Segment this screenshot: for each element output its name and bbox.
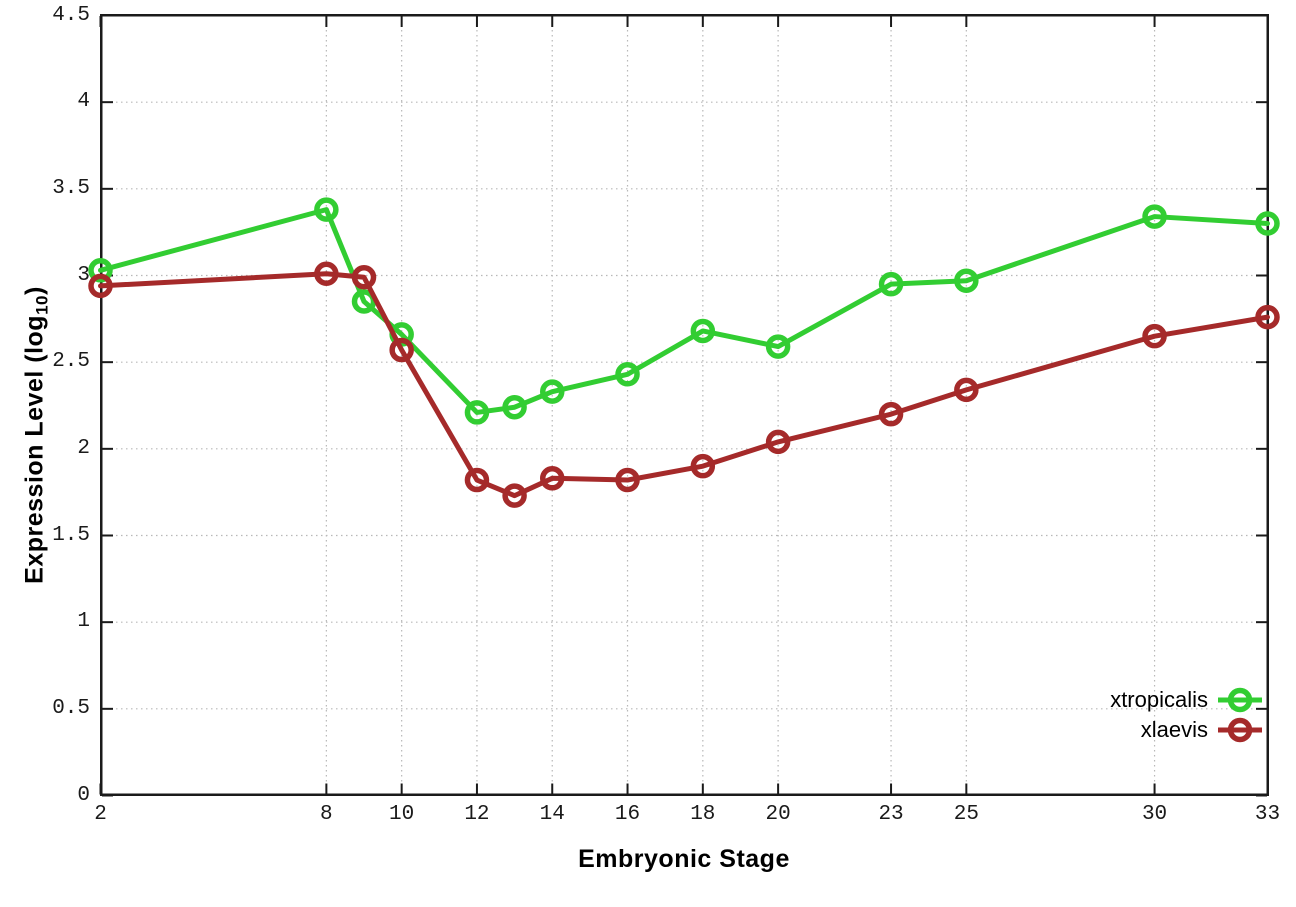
y-tick-label: 4 (77, 90, 90, 114)
data-point (1255, 211, 1280, 236)
data-point (1142, 323, 1167, 349)
legend-sample-marker (1218, 717, 1262, 743)
y-tick-label: 3.5 (52, 176, 90, 200)
plot-border (100, 14, 1269, 796)
y-axis-title-subscript: 10 (32, 294, 52, 315)
x-tick-label: 14 (539, 803, 565, 826)
chart-canvas (88, 14, 1280, 797)
series-points-xtropicalis (88, 197, 1280, 425)
data-point (502, 483, 527, 508)
legend-sample-marker (1218, 687, 1262, 713)
gridlines (101, 15, 1267, 795)
x-tick-label: 8 (320, 803, 333, 826)
y-tick-label: 2.5 (52, 350, 90, 374)
x-tick-label: 20 (765, 803, 791, 826)
series-line-xtropicalis (98, 207, 1270, 415)
data-point (1255, 304, 1280, 330)
y-axis-title: Expression Level (log10) (20, 286, 52, 584)
x-axis-title: Embryonic Stage (578, 845, 790, 873)
x-tick-label: 25 (953, 803, 979, 826)
y-tick-label: 1.5 (52, 523, 90, 547)
legend-entry-xtropicalis: xtropicalis (1110, 685, 1262, 715)
y-tick-label: 0.5 (52, 696, 90, 720)
x-tick-label: 16 (614, 803, 641, 826)
data-point (954, 377, 979, 403)
x-tick-label: 23 (878, 803, 904, 826)
data-point (539, 466, 565, 491)
y-tick-label: 2 (77, 436, 90, 460)
data-point (314, 261, 339, 287)
data-point (1142, 204, 1167, 229)
data-point (615, 362, 640, 387)
data-point (88, 273, 113, 299)
data-point (878, 401, 904, 427)
y-axis-title-text: Expression Level (log (20, 314, 49, 584)
x-tick-label: 33 (1254, 803, 1281, 826)
legend-entry-xlaevis: xlaevis (1110, 715, 1262, 745)
data-point (464, 467, 490, 493)
y-tick-label: 0 (77, 783, 90, 807)
series-points-xlaevis (88, 261, 1280, 508)
series-line-xlaevis (98, 271, 1270, 499)
data-point (389, 337, 414, 363)
data-point (502, 394, 527, 420)
tick-marks (99, 14, 1269, 797)
data-point (690, 453, 716, 479)
data-point (615, 467, 640, 493)
data-point (88, 258, 113, 283)
legend: xtropicalis xlaevis (1110, 685, 1262, 745)
x-tick-label: 2 (94, 803, 107, 826)
y-tick-label: 3 (77, 263, 90, 287)
data-point (539, 379, 565, 404)
x-tick-label: 30 (1141, 803, 1168, 826)
data-point (690, 318, 716, 344)
data-point (765, 334, 791, 359)
data-point (351, 289, 377, 314)
data-point (351, 264, 377, 290)
data-point (954, 268, 979, 293)
data-point (314, 197, 339, 222)
data-point (878, 271, 904, 297)
x-tick-label: 10 (389, 803, 415, 826)
data-point (464, 400, 490, 425)
y-tick-label: 4.5 (52, 3, 90, 27)
x-tick-label: 12 (464, 803, 490, 826)
data-point (765, 429, 791, 455)
legend-label: xlaevis (1140, 717, 1208, 742)
y-tick-label: 1 (77, 610, 90, 634)
y-axis-title-suffix: ) (20, 286, 49, 295)
x-tick-label: 18 (690, 803, 716, 826)
legend-label: xtropicalis (1110, 687, 1208, 712)
